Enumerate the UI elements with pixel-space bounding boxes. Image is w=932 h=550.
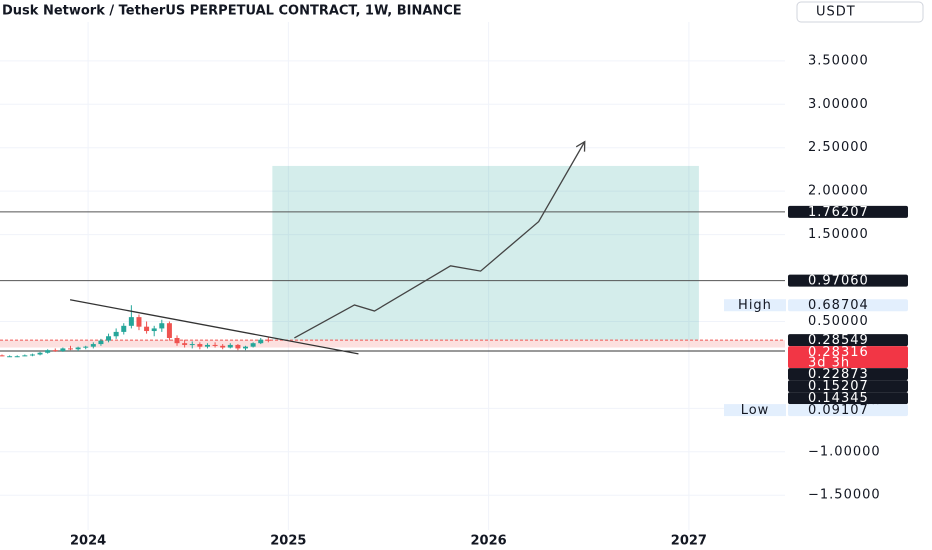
candle-body bbox=[136, 317, 142, 327]
candle-body bbox=[7, 356, 13, 358]
chart-title: Dusk Network / TetherUS PERPETUAL CONTRA… bbox=[2, 4, 462, 19]
candle-body bbox=[220, 345, 226, 348]
candle-body bbox=[144, 326, 150, 332]
price-marker-label: 0.28316 bbox=[808, 345, 869, 360]
x-tick-label: 2025 bbox=[270, 534, 306, 549]
price-marker-label: 1.76207 bbox=[808, 205, 869, 220]
candle-body bbox=[250, 343, 256, 347]
trendline bbox=[69, 299, 359, 355]
candle-body bbox=[227, 344, 233, 348]
candle-body bbox=[197, 344, 203, 347]
price-marker bbox=[788, 346, 908, 369]
price-marker-label: 0.14345 bbox=[808, 391, 869, 406]
projection-path bbox=[294, 141, 586, 339]
y-tick-label: 2.50000 bbox=[808, 140, 869, 155]
candle-body bbox=[75, 347, 81, 350]
candle-body bbox=[22, 355, 28, 357]
price-marker bbox=[788, 299, 908, 312]
marker-tag bbox=[724, 299, 786, 312]
price-marker-label: 0.68704 bbox=[808, 298, 869, 313]
candle-body bbox=[52, 350, 58, 352]
price-marker bbox=[788, 205, 908, 218]
candle-body bbox=[159, 323, 165, 329]
candle-body bbox=[128, 317, 134, 326]
price-marker bbox=[788, 334, 908, 347]
y-tick-label: 3.00000 bbox=[808, 97, 869, 112]
marker-tag-label: Low bbox=[741, 403, 770, 418]
y-tick-label: 2.00000 bbox=[808, 184, 869, 199]
target-zone bbox=[272, 165, 699, 341]
candle-body bbox=[60, 348, 66, 352]
candle-body bbox=[98, 340, 104, 345]
candle-body bbox=[113, 331, 119, 337]
price-marker-label: 0.09107 bbox=[808, 403, 869, 418]
y-tick-label: −1.50000 bbox=[808, 488, 881, 503]
currency-button[interactable] bbox=[796, 1, 924, 23]
price-marker bbox=[788, 368, 908, 381]
candle-body bbox=[258, 339, 264, 344]
candle-body bbox=[166, 323, 172, 338]
candle-body bbox=[67, 348, 73, 350]
stop-zone bbox=[0, 340, 785, 348]
candle-body bbox=[106, 336, 112, 341]
y-tick-label: 1.50000 bbox=[808, 227, 869, 242]
price-marker-label: 0.28549 bbox=[808, 333, 869, 348]
price-marker-label: 0.97060 bbox=[808, 274, 869, 289]
price-marker-label: 0.22873 bbox=[808, 367, 869, 382]
price-marker-label: 0.15207 bbox=[808, 379, 869, 394]
candle-body bbox=[14, 356, 20, 358]
candle-body bbox=[121, 325, 127, 332]
x-tick-label: 2024 bbox=[70, 534, 106, 549]
candle-body bbox=[235, 344, 241, 349]
candle-body bbox=[174, 337, 180, 344]
x-tick-label: 2026 bbox=[471, 534, 507, 549]
candle-body bbox=[204, 344, 210, 347]
candle-body bbox=[189, 344, 195, 346]
price-marker bbox=[788, 404, 908, 417]
plot bbox=[0, 0, 785, 530]
candle-body bbox=[83, 346, 89, 348]
price-marker bbox=[788, 392, 908, 405]
title-bar bbox=[0, 0, 780, 22]
candle-body bbox=[182, 343, 188, 345]
currency-label[interactable]: USDT bbox=[816, 5, 856, 20]
candle-body bbox=[0, 355, 5, 357]
candle-body bbox=[29, 354, 35, 356]
candle-body bbox=[151, 328, 157, 332]
candle-body bbox=[212, 344, 218, 346]
price-marker bbox=[788, 380, 908, 393]
candle-body bbox=[37, 352, 43, 355]
countdown-label: 3d 3h bbox=[808, 356, 850, 371]
marker-tag-label: High bbox=[738, 298, 772, 313]
y-tick-label: −1.00000 bbox=[808, 444, 881, 459]
candle-body bbox=[45, 350, 51, 353]
y-tick-label: 3.50000 bbox=[808, 53, 869, 68]
candle-body bbox=[90, 344, 96, 347]
y-tick-label: 0.50000 bbox=[808, 314, 869, 329]
arrow-head bbox=[575, 140, 586, 152]
x-tick-label: 2027 bbox=[671, 534, 707, 549]
price-marker bbox=[788, 274, 908, 287]
candle-body bbox=[243, 346, 249, 349]
marker-tag bbox=[724, 404, 786, 417]
candle-body bbox=[265, 339, 271, 341]
